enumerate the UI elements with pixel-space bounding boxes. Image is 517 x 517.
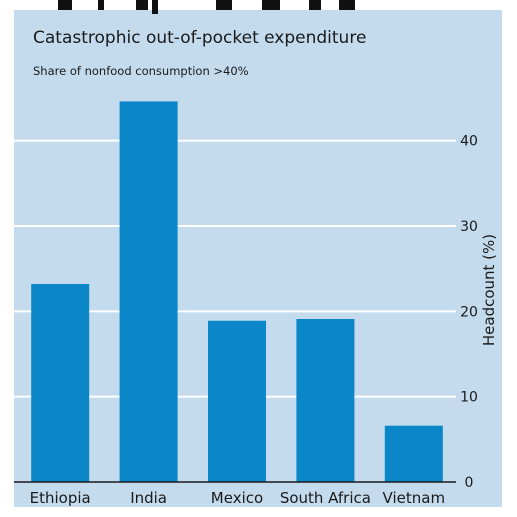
top-strip (0, 0, 517, 10)
bar (208, 320, 266, 482)
bar (384, 425, 443, 482)
x-category-label: Ethiopia (30, 489, 91, 507)
chart-title: Catastrophic out-of-pocket expenditure (33, 28, 367, 48)
y-tick-label: 10 (460, 390, 478, 406)
x-category-labels: Ethiopia India Mexico South Africa Vietnam (30, 489, 445, 507)
y-tick-label: 30 (460, 219, 478, 235)
bars (31, 101, 443, 482)
chart-subtitle: Share of nonfood consumption >40% (33, 64, 249, 78)
bar (31, 284, 90, 482)
y-tick-label: 0 (465, 475, 474, 491)
bar (119, 101, 178, 482)
y-tick-label: 40 (460, 134, 478, 150)
y-axis-title: Headcount (%) (480, 234, 498, 346)
x-category-label: South Africa (280, 489, 371, 507)
cropped-heading-fragment (58, 0, 355, 14)
x-category-label: Vietnam (383, 489, 446, 507)
x-category-label: Mexico (211, 489, 263, 507)
bar (296, 319, 355, 482)
y-tick-label: 20 (460, 304, 478, 320)
x-category-label: India (130, 489, 167, 507)
y-tick-labels: 0 10 20 30 40 (460, 134, 478, 491)
